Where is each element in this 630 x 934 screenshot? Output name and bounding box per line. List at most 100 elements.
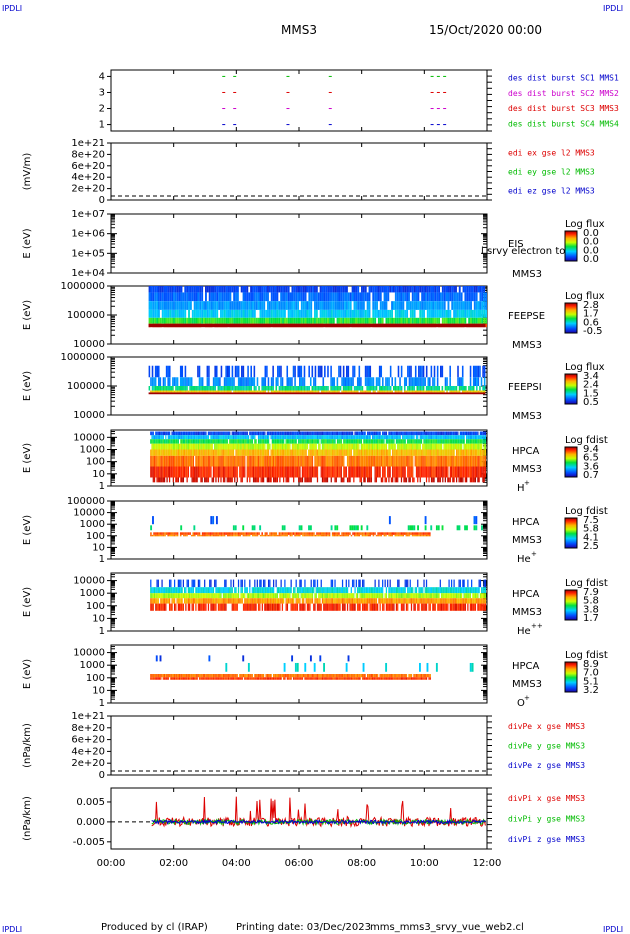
- spectrogram-cell: [466, 435, 468, 440]
- spectrogram-cell: [355, 317, 358, 324]
- spectrogram-cell: [306, 286, 309, 293]
- spectrogram-cell: [470, 317, 472, 324]
- spectrogram-cell: [353, 292, 356, 302]
- spectrogram-cell: [288, 587, 290, 594]
- spectrogram-cell: [482, 390, 484, 393]
- spectrogram-cell: [320, 587, 322, 594]
- spectrogram-cell: [449, 435, 451, 440]
- spectrogram-cell: [176, 292, 179, 302]
- spectrogram-cell: [229, 455, 231, 467]
- colorbar: [564, 373, 578, 405]
- colorbar-tick-label: 5.8: [583, 524, 599, 535]
- spectrogram-cell: [315, 301, 318, 310]
- spectrogram-cell: [165, 466, 167, 478]
- spectrogram-cell: [221, 301, 224, 310]
- spectrogram-cell: [267, 439, 270, 444]
- spectrogram-cell: [266, 386, 268, 391]
- spectrogram-cell: [427, 455, 429, 467]
- spectrogram-cell: [449, 477, 451, 483]
- spectrogram-cell: [392, 466, 394, 478]
- spectrogram-cell: [456, 301, 459, 310]
- spectrogram-cell: [259, 443, 261, 450]
- spectrogram-cell: [469, 443, 472, 450]
- spectrogram-cell: [222, 477, 225, 483]
- spectrogram-cell: [199, 443, 201, 450]
- spectrogram-cell: [165, 365, 168, 378]
- spectrogram-cell: [250, 466, 252, 478]
- spectrogram-cell: [467, 455, 469, 467]
- spectrogram-cell: [299, 309, 301, 318]
- spectrogram-cell: [473, 455, 475, 467]
- spectrogram-cell: [286, 386, 289, 391]
- spectrogram-cell: [346, 587, 349, 594]
- spectrogram-cell: [197, 455, 200, 467]
- spectrogram-cell: [395, 477, 398, 483]
- spectrogram-cell: [482, 466, 484, 478]
- spectrogram-cell: [330, 292, 333, 302]
- spectrogram-cell: [272, 449, 275, 456]
- spectrogram-cell: [473, 466, 475, 478]
- spectrogram-cell: [260, 439, 262, 444]
- spectrogram-cell: [449, 455, 451, 467]
- spectrogram-cell: [314, 365, 317, 378]
- spectrogram-cell: [441, 390, 444, 393]
- spectrogram-cell: [373, 449, 375, 456]
- spectrogram-cell: [382, 477, 384, 483]
- spectrogram-cell: [382, 449, 384, 456]
- spectrogram-cell: [299, 390, 301, 393]
- spectrogram-cell: [428, 587, 430, 594]
- spectrogram-cell: [195, 455, 197, 467]
- spectrogram-cell: [343, 466, 345, 478]
- spectrogram-cell: [161, 587, 163, 594]
- spectrogram-cell: [283, 443, 285, 450]
- legend-entry: edi ex gse l2 MMS3: [508, 149, 595, 158]
- spectrogram-cell: [412, 435, 414, 440]
- spectrogram-cell: [217, 435, 220, 440]
- spectrogram-cell: [349, 386, 351, 391]
- spectrogram-cell: [361, 309, 363, 318]
- spectrogram-cell: [385, 301, 388, 310]
- spectrogram-cell: [347, 532, 350, 535]
- spectrogram-cell: [256, 477, 258, 483]
- spectrogram-cell: [287, 317, 290, 324]
- spectrogram-cell: [404, 431, 406, 436]
- spectrogram-cell: [301, 439, 304, 444]
- spectrogram-cell: [227, 286, 230, 293]
- spectrogram-cell: [379, 301, 382, 310]
- spectrogram-cell: [364, 534, 367, 537]
- spectrogram-cell: [366, 455, 369, 467]
- spectrogram-cell: [259, 309, 262, 318]
- spectrogram-cell: [381, 301, 384, 310]
- spectrogram-cell: [206, 534, 209, 537]
- instrument-label: MMS3: [512, 535, 542, 546]
- spectrogram-cell: [426, 309, 429, 318]
- spectrogram-cell: [156, 309, 158, 318]
- spectrogram-cell: [371, 377, 373, 386]
- spectrogram-cell: [279, 455, 281, 467]
- spectrogram-cell: [181, 386, 184, 391]
- spectrogram-cell: [293, 431, 295, 436]
- spectrogram-cell: [334, 466, 336, 478]
- spectrogram-cell: [298, 587, 300, 594]
- spectrogram-cell: [376, 286, 378, 293]
- spectrogram-cell: [240, 587, 242, 594]
- spectrogram-cell: [165, 286, 168, 293]
- spectrogram-cell: [351, 286, 354, 293]
- spectrogram-cell: [484, 435, 487, 440]
- spectrogram-cell: [327, 390, 329, 393]
- spectrogram-cell: [277, 534, 279, 537]
- spectrogram-cell: [163, 477, 166, 483]
- spectrogram-cell: [274, 301, 277, 310]
- spectrogram-cell: [186, 477, 188, 483]
- spectrogram-cell: [449, 439, 451, 444]
- spectrogram-cell: [459, 477, 461, 483]
- spectrogram-cell: [167, 455, 169, 467]
- spectrogram-cell: [251, 525, 254, 531]
- spectrogram-cell: [210, 435, 212, 440]
- spectrogram-cell: [163, 292, 166, 302]
- spectrogram-cell: [432, 455, 434, 467]
- spectrogram-cell: [295, 534, 298, 537]
- instrument-label: MMS3: [512, 411, 542, 422]
- spectrogram-cell: [261, 534, 263, 537]
- spectrogram-cell: [369, 587, 371, 594]
